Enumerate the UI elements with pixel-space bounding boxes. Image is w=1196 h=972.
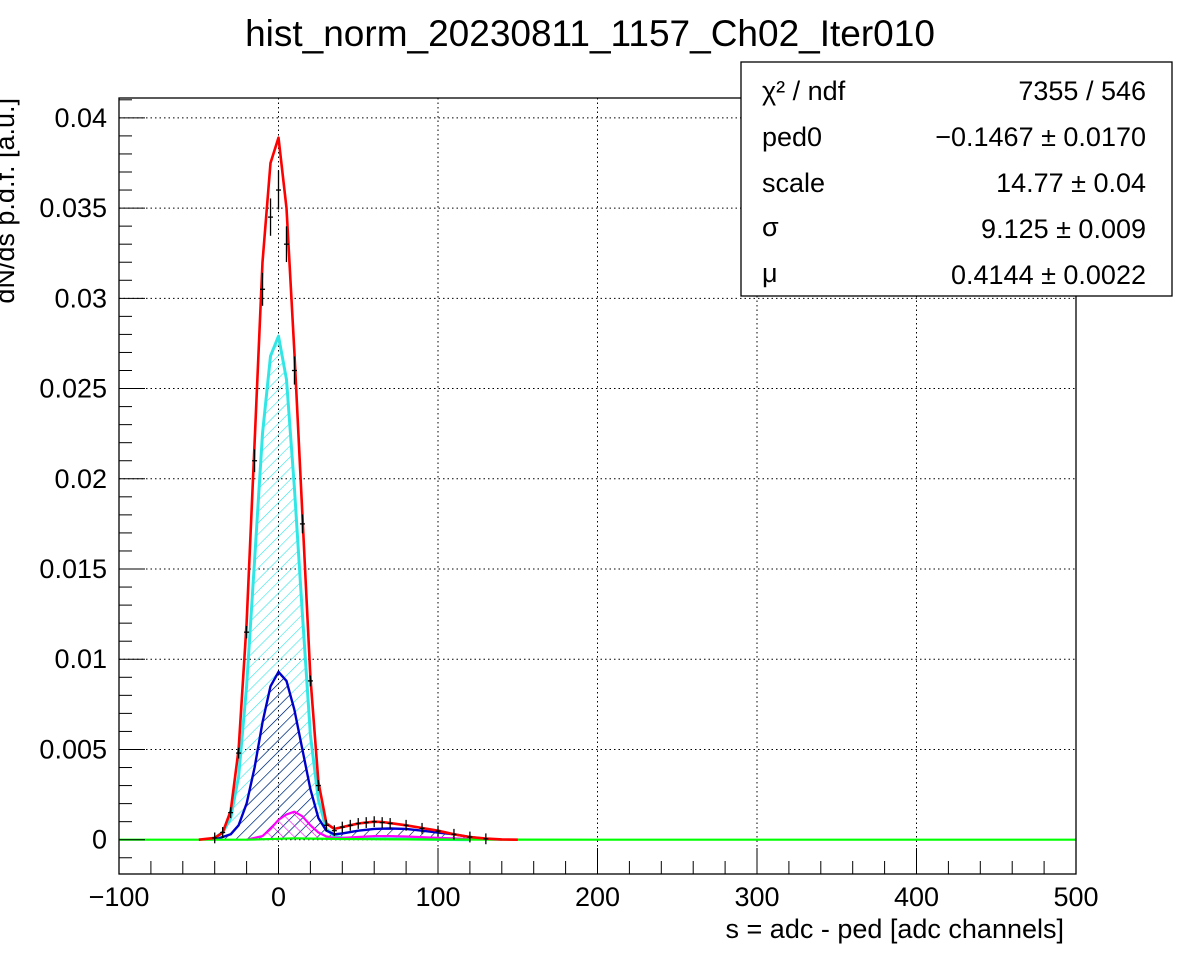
y-axis-ticks: 0 0.005 0.01 0.015 0.02 0.025 0.03 0.035 0.04 bbox=[39, 99, 145, 859]
x-tick-label: 100 bbox=[415, 882, 460, 912]
stat-mu-label: μ bbox=[762, 258, 778, 288]
stats-box-frame bbox=[740, 61, 1173, 297]
y-tick-label: 0.03 bbox=[54, 283, 107, 313]
stat-scale-label: scale bbox=[762, 168, 825, 198]
component-fills bbox=[214, 336, 502, 840]
x-tick-label: 500 bbox=[1053, 882, 1098, 912]
y-tick-label: 0.02 bbox=[54, 464, 107, 494]
y-tick-label: 0.025 bbox=[39, 374, 107, 404]
x-axis-ticks: −100 0 100 200 300 400 500 bbox=[89, 848, 1099, 912]
y-tick-label: 0.015 bbox=[39, 554, 107, 584]
stat-ped0-label: ped0 bbox=[762, 122, 822, 152]
stat-sigma-value: 9.125 ± 0.009 bbox=[981, 214, 1146, 244]
x-tick-label: 400 bbox=[894, 882, 939, 912]
three_pe-curve bbox=[119, 837, 1076, 841]
y-tick-label: 0 bbox=[92, 825, 107, 855]
stat-sigma-label: σ bbox=[762, 212, 779, 242]
two_pe-fill bbox=[246, 811, 502, 840]
stat-scale-value: 14.77 ± 0.04 bbox=[996, 168, 1146, 198]
y-tick-label: 0.01 bbox=[54, 644, 107, 674]
data-points bbox=[212, 170, 489, 845]
chart-title: hist_norm_20230811_1157_Ch02_Iter010 bbox=[245, 13, 935, 54]
x-tick-label: 200 bbox=[575, 882, 620, 912]
total_fit-curve bbox=[198, 136, 518, 841]
one_pe-fill bbox=[214, 671, 486, 840]
y-tick-label: 0.04 bbox=[54, 103, 107, 133]
x-axis-label: s = adc - ped [adc channels] bbox=[726, 914, 1064, 944]
stats-box: χ² / ndf 7355 / 546 ped0 −0.1467 ± 0.017… bbox=[740, 61, 1173, 297]
stat-mu-value: 0.4144 ± 0.0022 bbox=[951, 260, 1146, 290]
x-tick-label: 300 bbox=[734, 882, 779, 912]
y-axis-label: dN/ds p.d.f. [a.u.] bbox=[0, 98, 20, 304]
two_pe-curve bbox=[246, 810, 502, 841]
stat-chi2-value: 7355 / 546 bbox=[1018, 76, 1146, 106]
y-tick-label: 0.005 bbox=[39, 734, 107, 764]
stat-ped0-value: −0.1467 ± 0.0170 bbox=[935, 122, 1146, 152]
x-tick-label: −100 bbox=[89, 882, 150, 912]
x-tick-label: 0 bbox=[271, 882, 286, 912]
stat-chi2-label: χ² / ndf bbox=[762, 76, 846, 106]
y-tick-label: 0.035 bbox=[39, 193, 107, 223]
